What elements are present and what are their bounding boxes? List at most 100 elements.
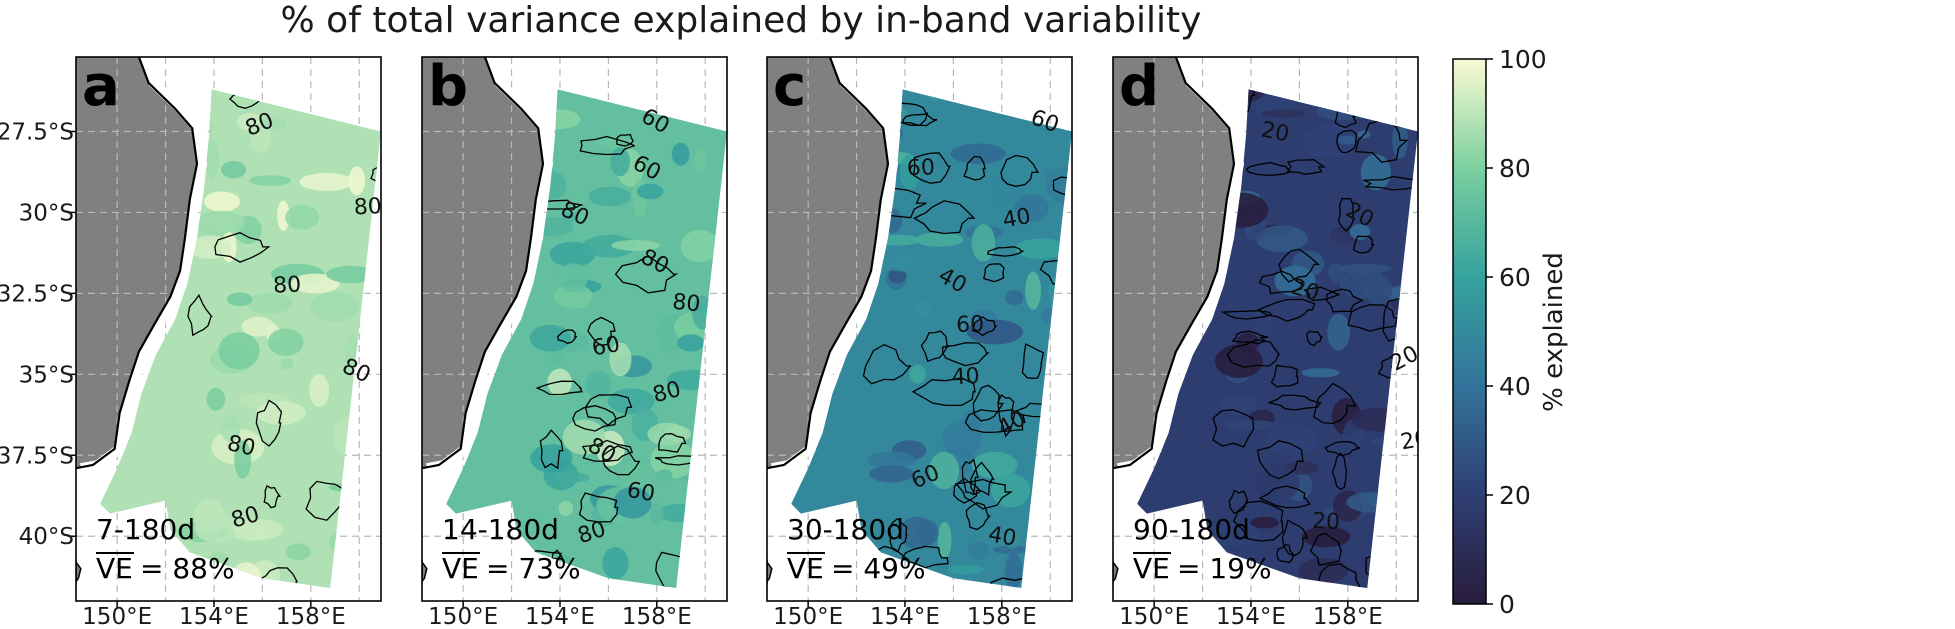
contour-line [624, 64, 679, 81]
contour-line [901, 545, 949, 569]
field-patch [655, 469, 673, 481]
field-patch [279, 358, 294, 370]
contour-line [1226, 338, 1281, 368]
coastal-strip [426, 57, 554, 474]
contour-line [1270, 364, 1299, 388]
contour-line [1258, 270, 1303, 295]
contour-line [1303, 286, 1340, 302]
field-patch [1231, 89, 1266, 102]
figure-title: % of total variance explained by in-band… [280, 0, 1202, 41]
field-patch [1208, 522, 1261, 547]
field-patch [1005, 532, 1021, 549]
field-patch [218, 332, 260, 370]
field-patch [982, 419, 1011, 434]
field-patch [1378, 540, 1405, 554]
field-patch [262, 116, 287, 131]
contour-line [911, 377, 976, 407]
contour-line [1248, 89, 1275, 92]
field-patch [971, 224, 996, 262]
contour-line [1386, 509, 1418, 524]
field-patch [1259, 66, 1303, 75]
contour-line [1331, 452, 1348, 491]
contour-label: 80 [225, 431, 258, 462]
contour-line [954, 478, 1014, 510]
contour-label: 40 [986, 522, 1018, 551]
field-patch [299, 172, 354, 191]
contour-line [912, 152, 951, 184]
colorbar-tick-label: 40 [1499, 372, 1531, 401]
contour-line [602, 445, 641, 476]
field-patch [1058, 244, 1072, 261]
field-patch [880, 255, 931, 272]
contour-line [581, 439, 634, 462]
contour-line [187, 293, 213, 337]
field-patch [909, 364, 926, 384]
field-patch [1327, 313, 1350, 351]
field-patch [1031, 522, 1072, 547]
field-patch [1050, 487, 1072, 519]
contour-label: 60 [590, 332, 622, 361]
contour-line [1245, 161, 1292, 177]
field-patch [1301, 368, 1340, 378]
contour-line [1258, 485, 1311, 509]
field-patch [326, 265, 375, 284]
field-patch [246, 292, 294, 314]
field-patch [602, 547, 629, 580]
field-patch [971, 451, 1018, 479]
colorbar-tick-label: 60 [1499, 263, 1531, 292]
contour-line [535, 380, 583, 396]
contour-line [355, 474, 381, 501]
band-label: 90-180d [1133, 513, 1250, 546]
contour-line [963, 155, 986, 181]
field-patch [671, 142, 690, 166]
field-patch [992, 545, 1030, 554]
contour-line [206, 78, 225, 87]
x-tick-label: 150°E [773, 604, 843, 629]
field-patch [1014, 194, 1049, 222]
contour-line [888, 517, 908, 553]
x-tick-label: 158°E [276, 604, 346, 629]
contour-line [578, 492, 619, 523]
field-patch [607, 388, 655, 415]
contour-line [987, 246, 1025, 257]
field-patch [233, 519, 284, 540]
ve-label: VE [1133, 552, 1170, 585]
field-patch [1023, 556, 1057, 589]
field-patch [1219, 393, 1258, 415]
field-patch [991, 473, 1031, 508]
field-patch [663, 425, 692, 442]
field-patch [636, 183, 664, 200]
field-patch [230, 562, 263, 589]
contour-line [614, 254, 679, 294]
panel-frame [421, 56, 728, 602]
field-patch [937, 521, 952, 559]
field-patch [530, 444, 573, 473]
field-patch [1215, 344, 1263, 379]
contour-line [539, 429, 564, 470]
field-patch [1025, 89, 1056, 95]
contour-line [1256, 298, 1316, 322]
field-patch [1250, 516, 1279, 529]
field-patch [1225, 420, 1276, 430]
tasmania-land [767, 558, 773, 585]
field-patch [553, 284, 593, 309]
field-patch [1048, 270, 1072, 311]
field-patch [915, 232, 964, 247]
contour-label: 40 [951, 364, 980, 390]
field-patch [248, 175, 292, 186]
field-patch [310, 292, 360, 322]
contour-line [1021, 343, 1045, 379]
contour-lines [1212, 89, 1418, 589]
panel-letter: a [82, 54, 120, 119]
land-mass [76, 57, 197, 469]
field-patch [1047, 466, 1072, 480]
contour-label: 20 [1311, 509, 1340, 535]
contour-line [694, 563, 716, 580]
colorbar-label: % explained [1539, 252, 1569, 412]
field-patch [195, 210, 245, 236]
field-patch [205, 139, 220, 180]
panel-letter: c [773, 54, 806, 119]
field-patch [677, 334, 705, 352]
